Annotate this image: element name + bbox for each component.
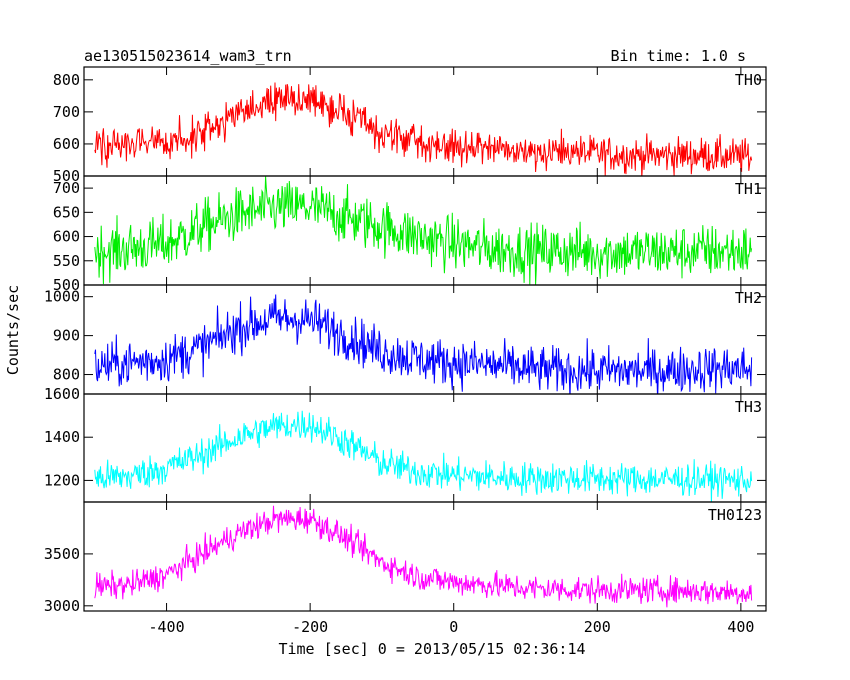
x-axis: -400 -200 0 200 400	[148, 618, 754, 636]
y-tick-label: 550	[53, 252, 80, 270]
x-axis-title: Time [sec] 0 = 2013/05/15 02:36:14	[278, 640, 585, 658]
y-tick-label: 3500	[44, 545, 80, 563]
panels: 500 600 700 800 TH0 500 550 600 650 700 TH1 800 900 1…	[44, 66, 767, 615]
panel-label-th0: TH0	[735, 71, 762, 89]
y-tick-label: 700	[53, 103, 80, 121]
y-tick-label: 500	[53, 167, 80, 185]
series-line-th0123	[94, 505, 753, 608]
y-tick-label: 650	[53, 203, 80, 221]
y-tick-label: 800	[53, 366, 80, 384]
panel-label-th2: TH2	[735, 289, 762, 307]
y-tick-label: 1000	[44, 288, 80, 306]
y-tick-label: 700	[53, 179, 80, 197]
y-tick-label: 900	[53, 327, 80, 345]
y-tick-label: 1200	[44, 471, 80, 489]
y-tick-label: 1600	[44, 385, 80, 403]
bin-time-label: Bin time: 1.0 s	[611, 47, 746, 65]
panel-th0: 500 600 700 800 TH0	[53, 66, 767, 185]
y-tick-label: 500	[53, 276, 80, 294]
panel-th0123: 3000 3500 TH0123	[44, 501, 767, 615]
x-tick-label: 200	[584, 618, 611, 636]
panel-frame	[83, 66, 767, 177]
series-line-th3	[94, 410, 753, 502]
y-tick-label: 800	[53, 71, 80, 89]
series-line-th2	[94, 294, 753, 394]
x-tick-label: 0	[449, 618, 458, 636]
panel-label-th0123: TH0123	[708, 506, 762, 524]
y-tick-label: 3000	[44, 597, 80, 615]
panel-th2: 800 900 1000 TH2	[44, 284, 767, 395]
panel-frame	[83, 501, 767, 612]
y-tick-label: 1400	[44, 428, 80, 446]
series-line-th1	[94, 176, 753, 285]
x-tick-label: 400	[727, 618, 754, 636]
panel-label-th1: TH1	[735, 180, 762, 198]
series-line-th0	[94, 82, 753, 176]
panel-frame	[83, 393, 767, 503]
panel-th3: 1200 1400 1600 TH3	[44, 385, 767, 503]
figure-title: ae130515023614_wam3_trn	[84, 47, 292, 65]
y-axis-title: Counts/sec	[4, 285, 22, 375]
y-tick-label: 600	[53, 228, 80, 246]
x-tick-label: -400	[148, 618, 184, 636]
y-tick-label: 600	[53, 135, 80, 153]
panel-th1: 500 550 600 650 700 TH1	[53, 175, 767, 294]
panel-label-th3: TH3	[735, 398, 762, 416]
x-tick-label: -200	[292, 618, 328, 636]
